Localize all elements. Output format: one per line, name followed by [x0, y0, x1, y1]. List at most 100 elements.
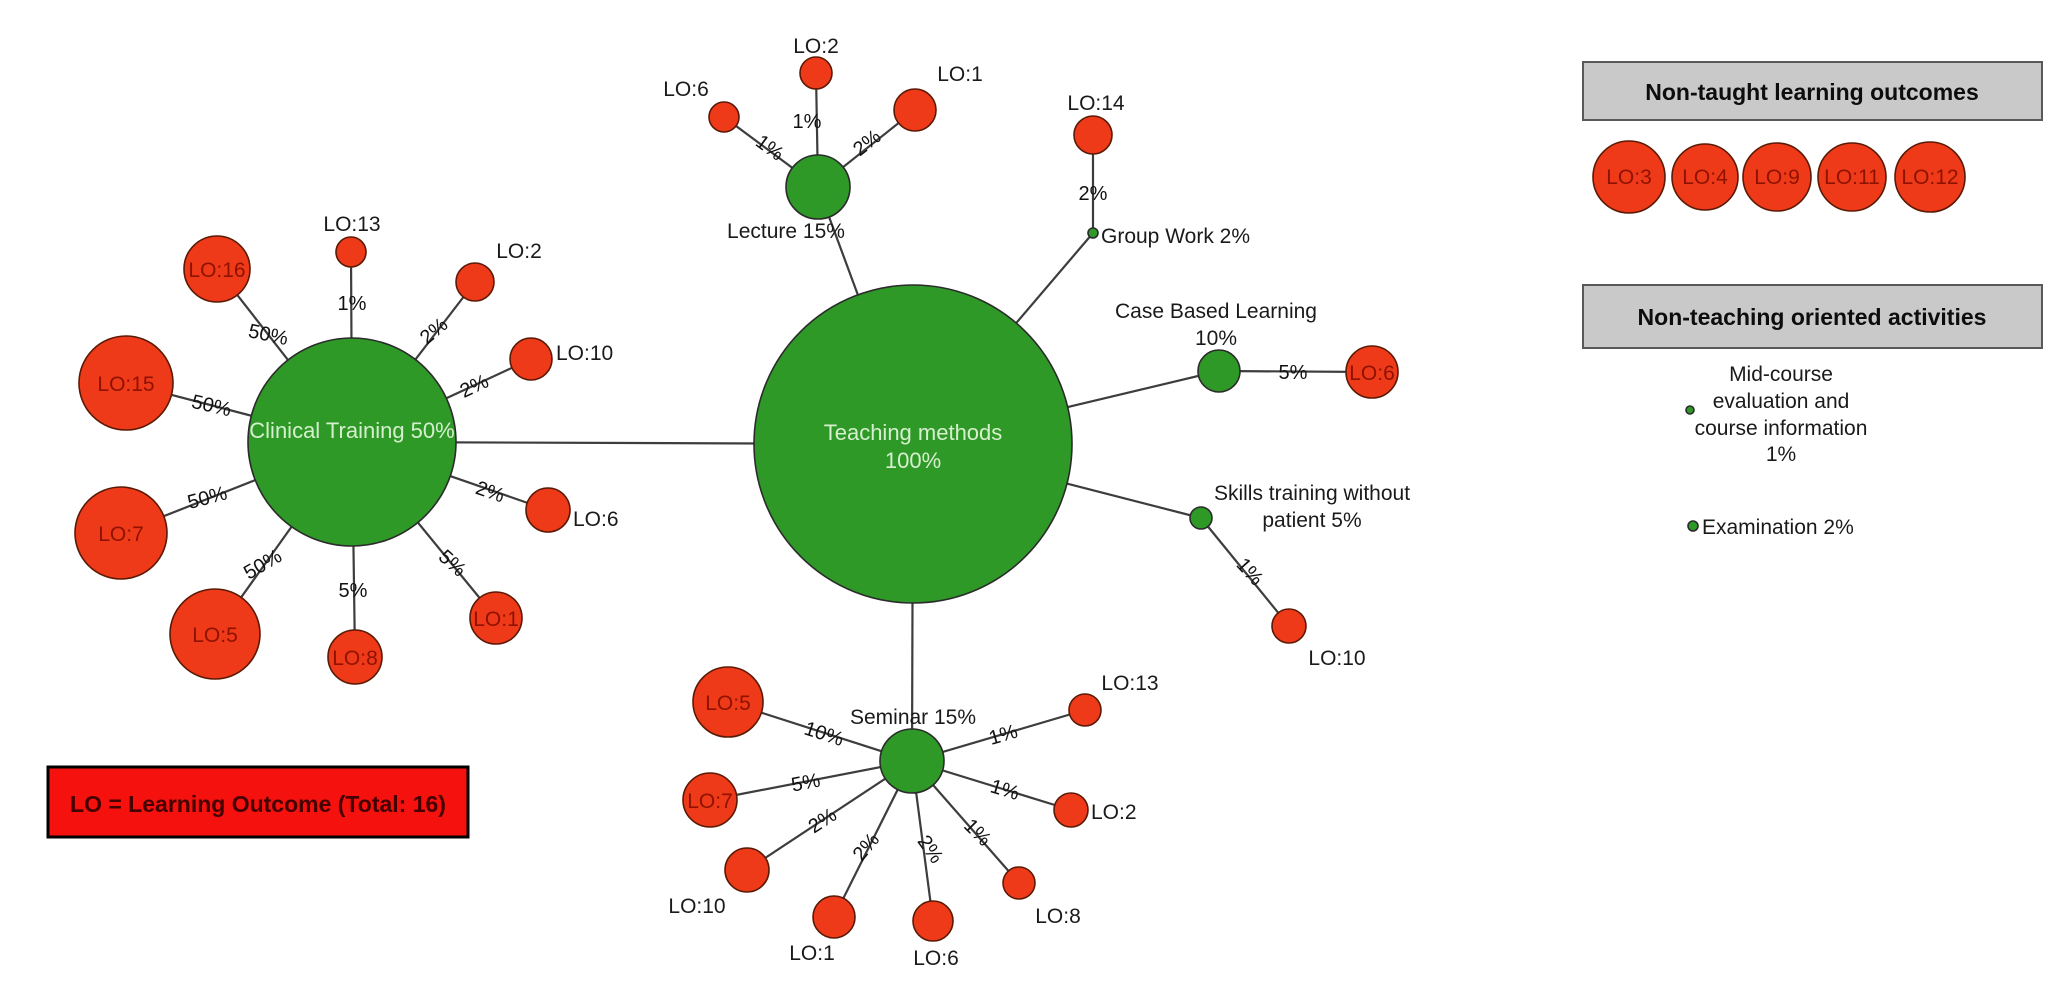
satellite-labels: LO:13 LO:2 LO:10 LO:6 LO:1 LO:8 LO:5 LO:…	[97, 35, 1394, 970]
non-teaching-panel: Non-teaching oriented activities Mid-cou…	[1582, 284, 2043, 539]
clinical-lo7-circle	[74, 486, 168, 580]
group-work-hub-dot	[1087, 227, 1099, 239]
lecture-lo6-label: LO:6	[663, 78, 709, 101]
clinical-lo10-circle	[509, 337, 553, 381]
hub-labels: Teaching methods 100% Clinical Training …	[249, 220, 1410, 729]
group-work-label: Group Work 2%	[1101, 225, 1250, 248]
seminar-lo10-pct: 2%	[805, 804, 841, 838]
lecture-label: Lecture 15%	[727, 220, 845, 243]
clinical-lo13-circle	[335, 236, 367, 268]
clinical-lo15-label: LO:15	[97, 373, 154, 396]
seminar-lo7-pct: 5%	[790, 770, 823, 797]
clinical-lo1-pct: 5%	[434, 546, 470, 582]
groupwork-lo14-label: LO:14	[1067, 92, 1125, 115]
clinical-lo15-circle	[78, 335, 174, 431]
clinical-lo2-label: LO:2	[496, 240, 542, 263]
clinical-training-label: Clinical Training 50%	[249, 418, 454, 443]
examination-dot	[1687, 520, 1699, 532]
lecture-lo2-pct: 1%	[793, 111, 822, 133]
seminar-lo1-pct: 2%	[849, 829, 885, 865]
seminar-lo10-circle	[724, 847, 770, 893]
midcourse-line1: Mid-course	[1729, 363, 1833, 386]
seminar-lo7-label: LO:7	[687, 790, 733, 813]
skills-lo10-pct: 1%	[1232, 554, 1268, 590]
nodes	[74, 56, 1399, 942]
clinical-lo10-pct: 2%	[457, 370, 493, 402]
nontaught-lo4-label: LO:4	[1682, 166, 1728, 189]
nontaught-lo4-circle	[1671, 143, 1739, 211]
midcourse-line2: evaluation and	[1713, 390, 1850, 413]
lecture-lo2-label: LO:2	[793, 35, 839, 58]
clinical-lo16-label: LO:16	[188, 259, 245, 282]
seminar-lo8-circle	[1002, 866, 1036, 900]
teaching-methods-label-line1: Teaching methods	[824, 420, 1003, 445]
skills-lo10-circle	[1271, 608, 1307, 644]
edge-skills-lo10	[1200, 517, 1290, 627]
clinical-lo13-label: LO:13	[323, 213, 380, 236]
seminar-lo13-circle	[1068, 693, 1102, 727]
seminar-lo8-label: LO:8	[1035, 905, 1081, 928]
clinical-lo5-circle	[169, 588, 261, 680]
clinical-lo15-pct: 50%	[189, 391, 233, 421]
nontaught-lo11-circle	[1817, 142, 1887, 212]
clinical-lo16-pct: 50%	[246, 320, 290, 350]
midcourse-line3: course information	[1695, 417, 1868, 440]
clinical-lo10-label: LO:10	[556, 342, 613, 365]
lecture-lo1-circle	[893, 88, 937, 132]
seminar-lo1-label: LO:1	[789, 942, 835, 965]
nontaught-lo12-label: LO:12	[1901, 166, 1958, 189]
clinical-lo6-label: LO:6	[573, 508, 619, 531]
nontaught-lo3-circle	[1592, 140, 1666, 214]
nontaught-lo11-label: LO:11	[1824, 166, 1880, 189]
non-taught-header-box	[1582, 61, 2043, 121]
lecture-lo6-circle	[708, 101, 740, 133]
nontaught-lo3-label: LO:3	[1606, 166, 1652, 189]
case-based-label-line1: Case Based Learning	[1115, 300, 1317, 323]
lecture-lo1-label: LO:1	[937, 63, 983, 86]
skills-label-line2: patient 5%	[1262, 509, 1361, 532]
lecture-hub-circle	[785, 154, 851, 220]
clinical-lo7-pct: 50%	[185, 482, 230, 514]
seminar-lo5-pct: 10%	[801, 718, 846, 751]
teaching-methods-hub-circle	[753, 284, 1073, 604]
seminar-lo5-label: LO:5	[705, 692, 751, 715]
clinical-lo6-pct: 2%	[473, 477, 508, 507]
groupwork-lo14-pct: 2%	[1079, 183, 1108, 205]
clinical-lo8-circle	[327, 629, 383, 685]
non-teaching-title: Non-teaching oriented activities	[1638, 304, 1987, 330]
seminar-lo13-label: LO:13	[1101, 672, 1158, 695]
edge-seminar-lo10	[746, 760, 913, 871]
seminar-lo7-circle	[682, 772, 738, 828]
non-taught-title: Non-taught learning outcomes	[1645, 79, 1979, 105]
clinical-lo16-circle	[183, 235, 251, 303]
non-teaching-header-box	[1582, 284, 2043, 349]
seminar-lo10-label: LO:10	[668, 895, 725, 918]
seminar-lo2-label: LO:2	[1091, 801, 1137, 824]
clinical-lo5-pct: 50%	[240, 545, 286, 584]
groupwork-lo14-circle	[1073, 115, 1113, 155]
seminar-lo6-circle	[912, 900, 954, 942]
seminar-lo6-label: LO:6	[913, 947, 959, 970]
clinical-lo7-label: LO:7	[98, 523, 144, 546]
casebased-lo6-circle	[1345, 345, 1399, 399]
teaching-methods-label-line2: 100%	[885, 448, 941, 473]
clinical-lo1-circle	[469, 591, 523, 645]
seminar-lo2-pct: 1%	[988, 776, 1022, 806]
nontaught-lo9-circle	[1742, 142, 1812, 212]
skills-label-line1: Skills training without	[1214, 482, 1410, 505]
case-based-label-line2: 10%	[1195, 327, 1237, 350]
seminar-lo6-pct: 2%	[913, 831, 948, 867]
skills-lo10-label: LO:10	[1308, 647, 1365, 670]
seminar-lo13-pct: 1%	[986, 721, 1020, 750]
clinical-lo8-pct: 5%	[339, 580, 368, 602]
midcourse-line4: 1%	[1766, 443, 1796, 466]
note-label: LO = Learning Outcome (Total: 16)	[70, 791, 446, 817]
midcourse-dot	[1685, 405, 1695, 415]
note-box	[46, 765, 470, 839]
case-based-hub-circle	[1197, 349, 1241, 393]
seminar-label: Seminar 15%	[850, 706, 976, 729]
casebased-lo6-pct: 5%	[1279, 362, 1308, 384]
casebased-lo6-label: LO:6	[1349, 362, 1395, 385]
